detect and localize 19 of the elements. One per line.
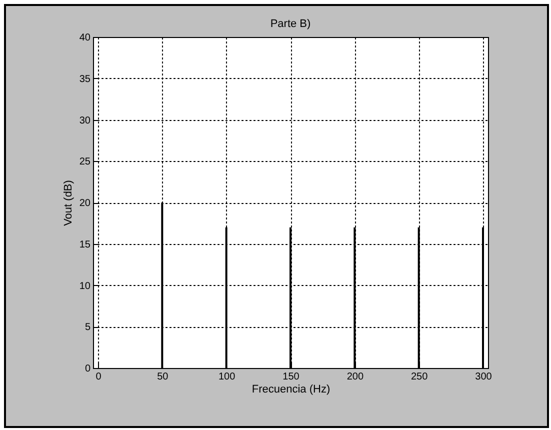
y-tick-label: 15 <box>79 239 91 250</box>
x-tick-label: 200 <box>346 372 364 382</box>
x-tick-label: 0 <box>96 372 102 382</box>
y-tick-label: 30 <box>79 115 91 126</box>
x-tick-label: 150 <box>282 372 300 382</box>
y-tick-label: 25 <box>79 156 91 168</box>
y-tick-label: 40 <box>79 32 91 44</box>
y-tick-label: 0 <box>84 364 91 374</box>
y-tick-label: 35 <box>79 74 91 85</box>
x-tick-label: 100 <box>218 372 236 382</box>
x-tick-label: 50 <box>157 372 169 382</box>
chart-title: Parte B) <box>270 18 311 30</box>
y-axis-title: Vout (dB) <box>62 180 74 226</box>
x-tick-label: 300 <box>475 372 492 382</box>
y-tick-label: 20 <box>79 198 91 209</box>
x-axis-title: Frecuencia (Hz) <box>252 384 330 396</box>
y-tick-label: 10 <box>79 280 91 292</box>
x-tick-label: 250 <box>410 372 428 382</box>
y-tick-label: 5 <box>84 322 91 334</box>
